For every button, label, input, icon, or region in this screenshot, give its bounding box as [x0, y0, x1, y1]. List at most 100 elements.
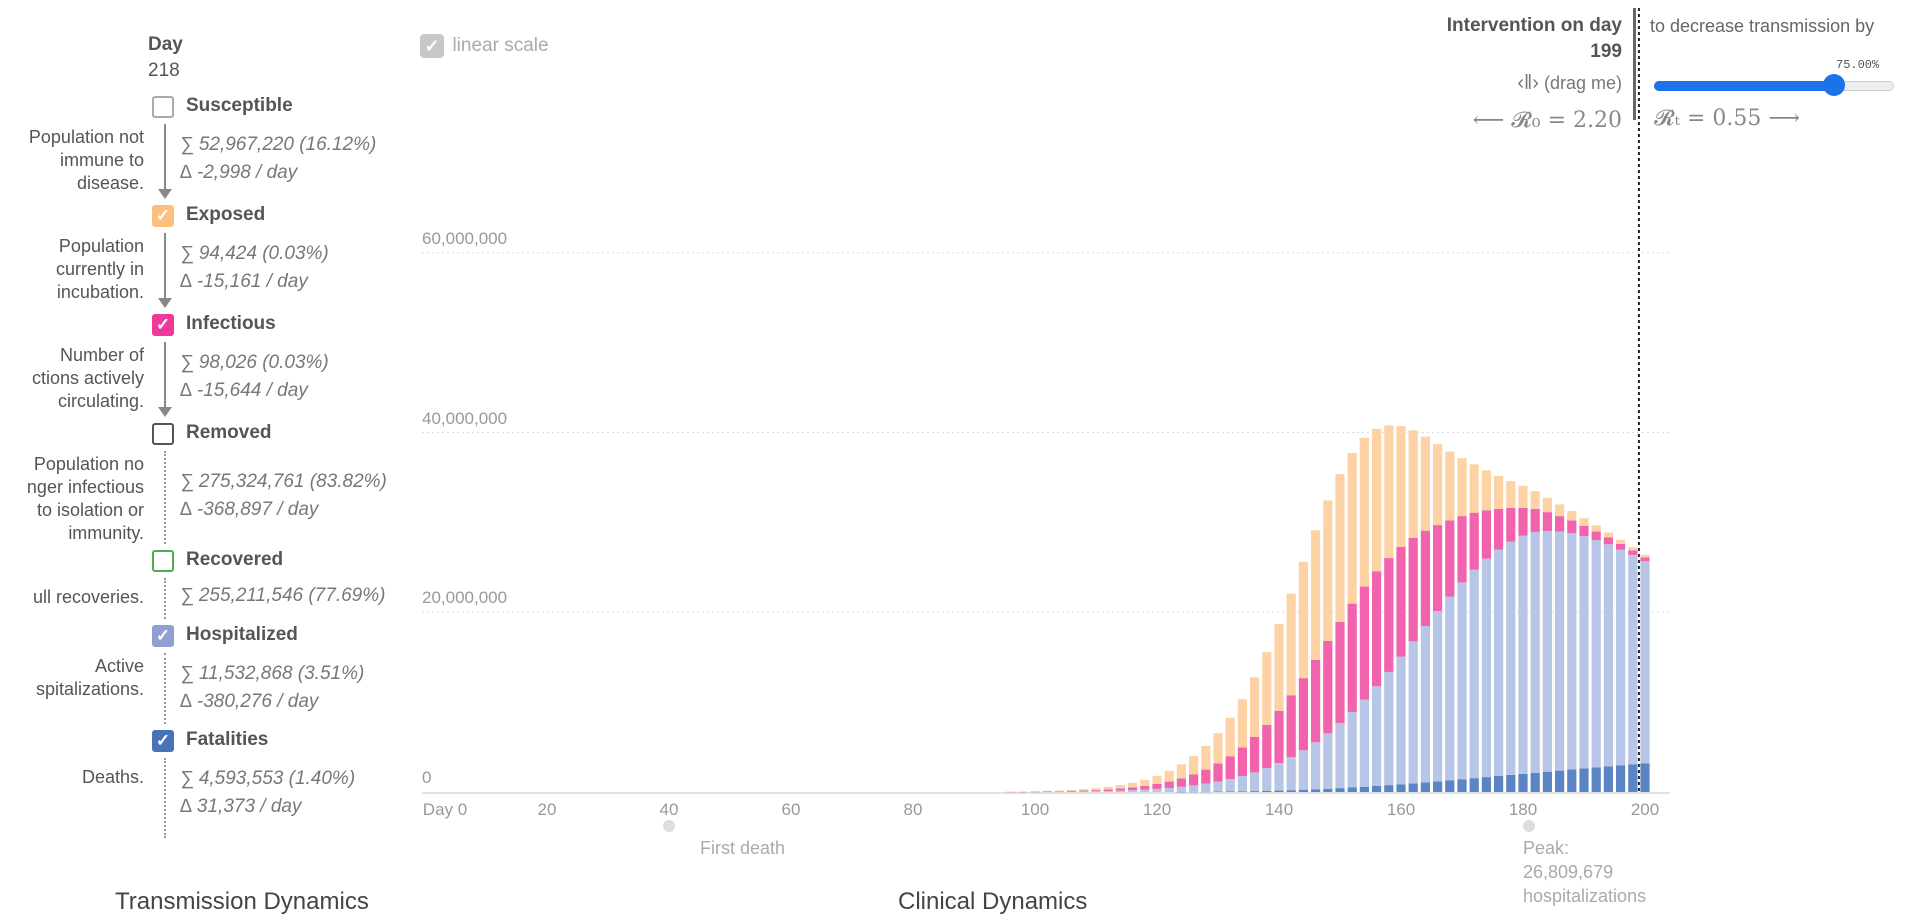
bar-hospitalized	[1237, 776, 1247, 792]
bar-infectious	[1115, 788, 1125, 791]
bar-infectious	[1530, 508, 1540, 532]
infectious-delta: ∆ -15,644 / day	[180, 380, 308, 401]
bar-hospitalized	[1311, 742, 1321, 790]
bar-hospitalized	[1250, 772, 1260, 792]
bar-exposed	[1140, 779, 1150, 786]
x-tick-label: 180	[1508, 800, 1538, 819]
rt-label: 𝓡ₜ = 0.55 ⟶	[1654, 106, 1800, 131]
bar-fatalities	[1335, 788, 1345, 792]
bar-infectious	[1433, 525, 1443, 612]
bar-hospitalized	[1115, 790, 1125, 792]
drag-label: (drag me)	[1543, 73, 1622, 93]
bar-fatalities	[1640, 763, 1650, 792]
description-line: immune to	[59, 150, 144, 170]
bar-fatalities	[1262, 790, 1272, 792]
bar-hospitalized	[1567, 533, 1577, 770]
bar-fatalities	[1201, 791, 1211, 793]
x-tick-label: 80	[903, 800, 923, 819]
bar-infectious	[1518, 507, 1528, 536]
bar-exposed	[1091, 788, 1101, 791]
bar-exposed	[1042, 790, 1052, 792]
fatalities-label[interactable]: Fatalities	[186, 729, 269, 750]
drag-handle[interactable]: ‹‖› (drag me)	[1517, 72, 1622, 95]
transmission-dynamics-heading: Transmission Dynamics	[115, 888, 369, 915]
decrease-slider[interactable]	[1654, 74, 1894, 96]
bar-infectious	[1250, 736, 1260, 773]
first-death-marker	[663, 820, 675, 832]
exposed-checkbox[interactable]: ✓	[152, 205, 174, 227]
infectious-checkbox[interactable]: ✓	[152, 314, 174, 336]
bar-infectious	[1408, 537, 1418, 642]
bar-hospitalized	[1506, 541, 1516, 775]
description-line: incubation.	[56, 282, 144, 302]
exposed-description: Population currently in incubation.	[56, 235, 144, 304]
recovered-label[interactable]: Recovered	[186, 549, 284, 570]
x-tick-label: 160	[1386, 800, 1416, 819]
bar-infectious	[1494, 508, 1504, 550]
susceptible-checkbox[interactable]	[152, 96, 174, 118]
bar-infectious	[1384, 558, 1394, 672]
infectious-label[interactable]: Infectious	[186, 313, 276, 334]
bar-exposed	[1115, 784, 1125, 789]
susceptible-description: Population not immune to disease.	[29, 126, 144, 195]
bar-infectious	[1213, 763, 1223, 782]
bar-infectious	[1298, 678, 1308, 751]
drag-icon[interactable]: ‹‖›	[1517, 72, 1539, 94]
recovered-checkbox[interactable]	[152, 550, 174, 572]
bar-exposed	[1262, 652, 1272, 725]
removed-checkbox[interactable]	[152, 423, 174, 445]
bar-fatalities	[1213, 791, 1223, 793]
description-line: Number of	[59, 345, 144, 365]
description-line: Population	[58, 236, 144, 256]
bar-fatalities	[1189, 791, 1199, 793]
bar-exposed	[1542, 497, 1552, 513]
bar-infectious	[1603, 537, 1613, 545]
bar-exposed	[1152, 775, 1162, 785]
bar-exposed	[1420, 436, 1430, 531]
bar-exposed	[1457, 458, 1467, 517]
bar-exposed	[1579, 518, 1589, 526]
bar-exposed	[1591, 525, 1601, 532]
bar-exposed	[1030, 791, 1040, 792]
removed-label[interactable]: Removed	[186, 422, 272, 443]
hospitalized-label[interactable]: Hospitalized	[186, 624, 298, 645]
intervention-separator	[1633, 8, 1636, 120]
flow-arrow	[164, 342, 166, 407]
flow-arrow	[164, 233, 166, 298]
bar-fatalities	[1591, 767, 1601, 792]
description-line: immunity.	[68, 523, 144, 543]
bar-infectious	[1054, 791, 1064, 792]
bar-infectious	[1018, 791, 1028, 793]
bar-hospitalized	[1091, 791, 1101, 792]
y-tick-label: 20,000,000	[422, 588, 508, 608]
bar-fatalities	[1176, 791, 1186, 793]
description-line: nger infectious	[26, 477, 144, 497]
bar-hospitalized	[1542, 531, 1552, 772]
bar-infectious	[1201, 769, 1211, 784]
bar-hospitalized	[1591, 540, 1601, 768]
bar-infectious	[1542, 512, 1552, 532]
bar-fatalities	[1408, 783, 1418, 792]
hospitalized-checkbox[interactable]: ✓	[152, 625, 174, 647]
bar-infectious	[1359, 586, 1369, 700]
bar-hospitalized	[1628, 554, 1638, 765]
fatalities-checkbox[interactable]: ✓	[152, 730, 174, 752]
linear-scale-toggle[interactable]: ✓ linear scale	[420, 34, 549, 58]
bar-infectious	[1067, 790, 1077, 792]
bar-infectious	[1128, 787, 1138, 791]
arrow-down-icon	[158, 407, 172, 417]
x-tick-label: 60	[781, 800, 801, 819]
bar-infectious	[1286, 695, 1296, 758]
day-value: 218	[148, 60, 180, 81]
bar-exposed	[1335, 474, 1345, 622]
exposed-label[interactable]: Exposed	[186, 204, 266, 225]
bar-exposed	[1054, 790, 1064, 792]
bar-fatalities	[1469, 778, 1479, 792]
bar-fatalities	[1518, 773, 1528, 792]
susceptible-label[interactable]: Susceptible	[186, 95, 293, 116]
linear-scale-checkbox[interactable]: ✓	[420, 34, 444, 58]
bar-infectious	[1030, 791, 1040, 793]
slider-thumb[interactable]	[1823, 74, 1845, 96]
arrow-down-icon	[158, 298, 172, 308]
description-line: spitalizations.	[35, 679, 144, 699]
